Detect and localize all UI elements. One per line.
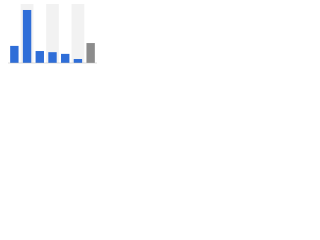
bar <box>73 59 83 63</box>
page: {"chart_data": {"type": "bar", "categori… <box>0 0 100 71</box>
column-band <box>71 4 85 63</box>
column-band <box>46 4 59 63</box>
bar <box>86 43 95 63</box>
chart <box>8 4 97 64</box>
bar <box>10 45 19 63</box>
bar <box>61 53 70 63</box>
bar <box>22 9 32 64</box>
bar <box>35 51 44 63</box>
bar <box>48 52 57 63</box>
